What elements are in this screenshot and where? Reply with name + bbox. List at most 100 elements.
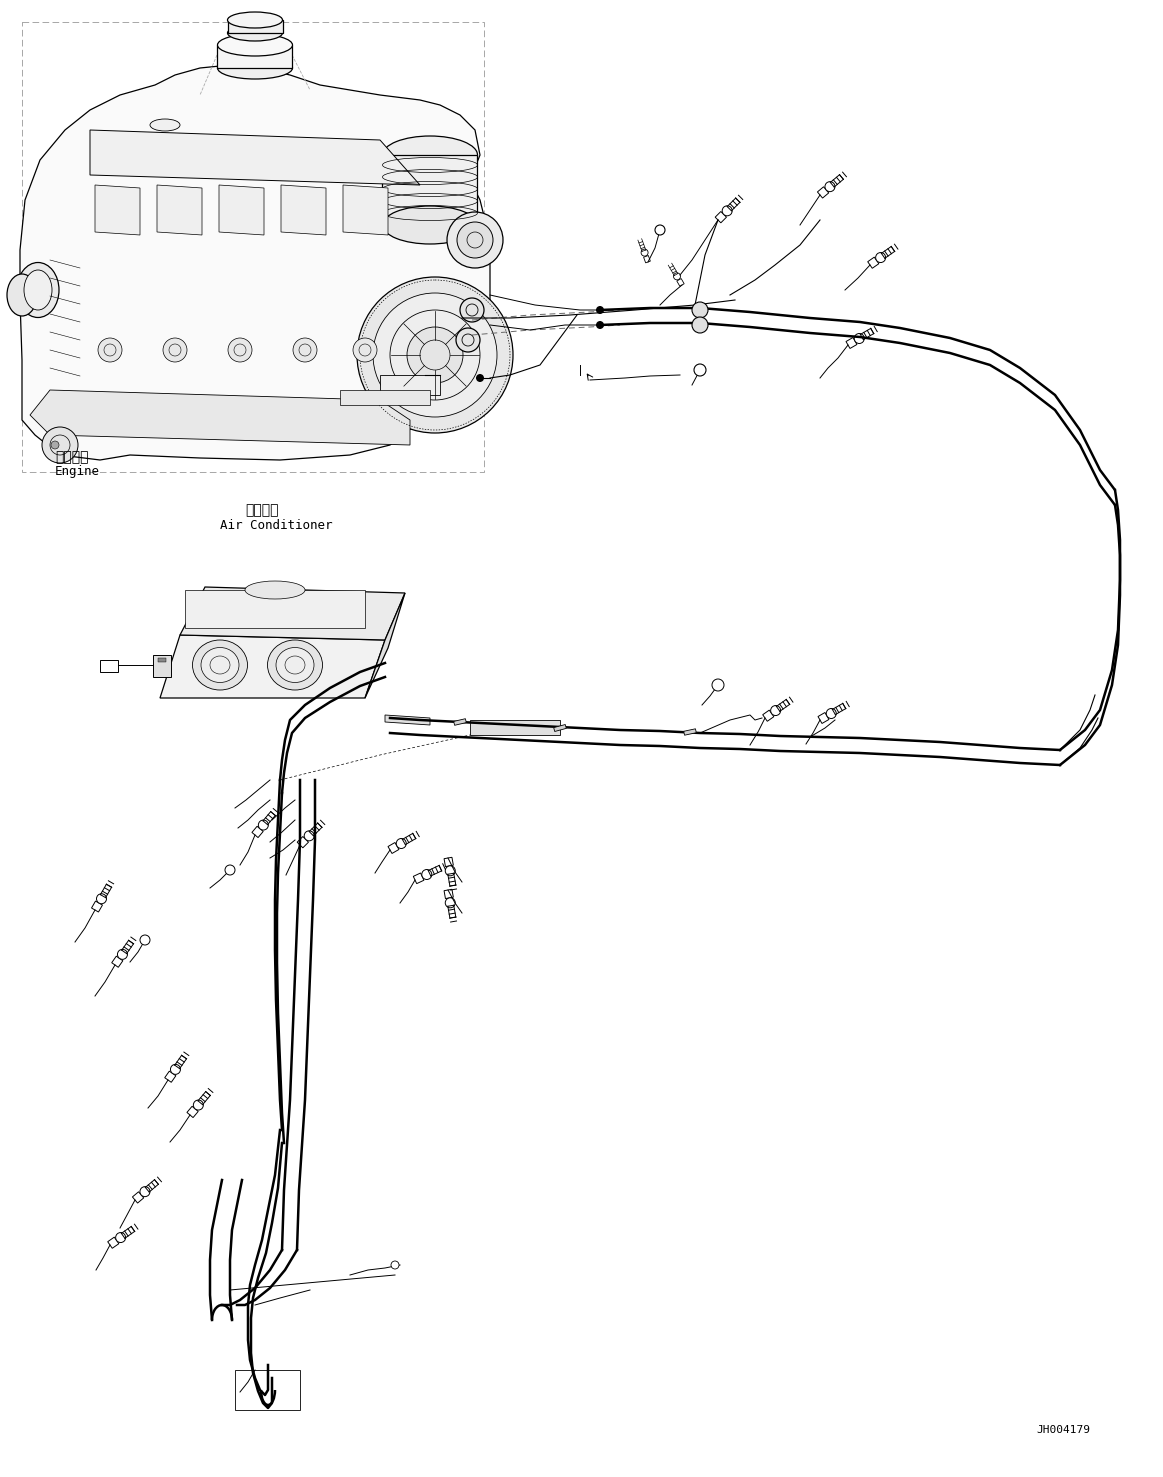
Circle shape bbox=[825, 182, 835, 192]
Ellipse shape bbox=[7, 275, 37, 316]
Circle shape bbox=[140, 935, 150, 945]
Polygon shape bbox=[165, 1071, 176, 1083]
Circle shape bbox=[422, 870, 431, 879]
Polygon shape bbox=[444, 889, 454, 898]
Ellipse shape bbox=[383, 136, 478, 174]
Bar bbox=[217, 44, 292, 68]
Ellipse shape bbox=[193, 640, 248, 690]
Circle shape bbox=[51, 442, 59, 449]
Polygon shape bbox=[763, 710, 773, 721]
Bar bbox=[684, 728, 697, 736]
Text: エアコン: エアコン bbox=[245, 504, 278, 517]
Bar bbox=[158, 657, 166, 662]
Circle shape bbox=[42, 427, 78, 462]
Bar bbox=[340, 390, 430, 405]
Circle shape bbox=[673, 273, 680, 279]
Bar bbox=[380, 375, 440, 394]
Polygon shape bbox=[444, 857, 454, 867]
Polygon shape bbox=[846, 338, 857, 349]
Ellipse shape bbox=[201, 647, 240, 682]
Polygon shape bbox=[298, 836, 308, 848]
Ellipse shape bbox=[217, 58, 293, 78]
Circle shape bbox=[228, 338, 252, 362]
Circle shape bbox=[461, 298, 484, 322]
Circle shape bbox=[193, 1100, 204, 1111]
Polygon shape bbox=[643, 256, 650, 263]
Polygon shape bbox=[818, 186, 829, 198]
Circle shape bbox=[712, 679, 725, 691]
Bar bbox=[185, 589, 365, 628]
Polygon shape bbox=[818, 712, 829, 724]
Polygon shape bbox=[133, 1192, 144, 1204]
Circle shape bbox=[641, 250, 648, 256]
Polygon shape bbox=[343, 185, 388, 235]
Ellipse shape bbox=[217, 34, 293, 56]
Ellipse shape bbox=[228, 25, 283, 41]
Circle shape bbox=[692, 318, 708, 332]
Circle shape bbox=[305, 830, 314, 840]
Circle shape bbox=[722, 205, 733, 216]
Ellipse shape bbox=[150, 120, 180, 131]
Circle shape bbox=[876, 253, 886, 263]
Circle shape bbox=[373, 292, 497, 417]
Polygon shape bbox=[108, 1238, 119, 1248]
Polygon shape bbox=[385, 715, 430, 725]
Polygon shape bbox=[20, 65, 490, 459]
Polygon shape bbox=[252, 826, 263, 837]
Polygon shape bbox=[868, 257, 879, 269]
Circle shape bbox=[826, 709, 836, 718]
Bar bbox=[235, 1371, 300, 1411]
Circle shape bbox=[445, 898, 455, 908]
Polygon shape bbox=[413, 873, 424, 883]
Circle shape bbox=[447, 213, 504, 267]
Circle shape bbox=[855, 334, 864, 344]
Polygon shape bbox=[715, 211, 727, 223]
Polygon shape bbox=[388, 842, 399, 854]
Polygon shape bbox=[95, 185, 140, 235]
Circle shape bbox=[117, 950, 128, 960]
Circle shape bbox=[391, 1261, 399, 1269]
Bar bbox=[100, 660, 117, 672]
Ellipse shape bbox=[276, 647, 314, 682]
Circle shape bbox=[771, 706, 780, 715]
Polygon shape bbox=[281, 185, 326, 235]
Ellipse shape bbox=[245, 580, 305, 600]
Polygon shape bbox=[157, 185, 202, 235]
Bar bbox=[154, 654, 171, 676]
Circle shape bbox=[171, 1065, 180, 1074]
Circle shape bbox=[354, 338, 377, 362]
Circle shape bbox=[407, 326, 463, 383]
Circle shape bbox=[476, 374, 484, 383]
Circle shape bbox=[397, 839, 406, 848]
Text: Engine: Engine bbox=[55, 465, 100, 479]
Circle shape bbox=[692, 301, 708, 318]
Bar bbox=[381, 155, 477, 225]
Polygon shape bbox=[112, 956, 123, 967]
Circle shape bbox=[293, 338, 317, 362]
Circle shape bbox=[595, 321, 604, 329]
Circle shape bbox=[140, 1186, 150, 1196]
Polygon shape bbox=[219, 185, 264, 235]
Circle shape bbox=[115, 1232, 126, 1242]
Text: Air Conditioner: Air Conditioner bbox=[220, 518, 333, 532]
Circle shape bbox=[445, 866, 455, 876]
Circle shape bbox=[98, 338, 122, 362]
Circle shape bbox=[595, 306, 604, 315]
Ellipse shape bbox=[383, 205, 478, 244]
Ellipse shape bbox=[24, 270, 52, 310]
Bar bbox=[454, 719, 466, 725]
Circle shape bbox=[224, 866, 235, 874]
Circle shape bbox=[457, 222, 493, 258]
Ellipse shape bbox=[17, 263, 59, 318]
Circle shape bbox=[456, 328, 480, 352]
Text: エンジン: エンジン bbox=[55, 450, 88, 464]
Polygon shape bbox=[30, 390, 411, 445]
Circle shape bbox=[163, 338, 187, 362]
Circle shape bbox=[357, 278, 513, 433]
Circle shape bbox=[97, 894, 107, 904]
Polygon shape bbox=[365, 592, 405, 699]
Polygon shape bbox=[90, 130, 420, 185]
Circle shape bbox=[694, 363, 706, 377]
Circle shape bbox=[655, 225, 665, 235]
Circle shape bbox=[258, 820, 269, 830]
